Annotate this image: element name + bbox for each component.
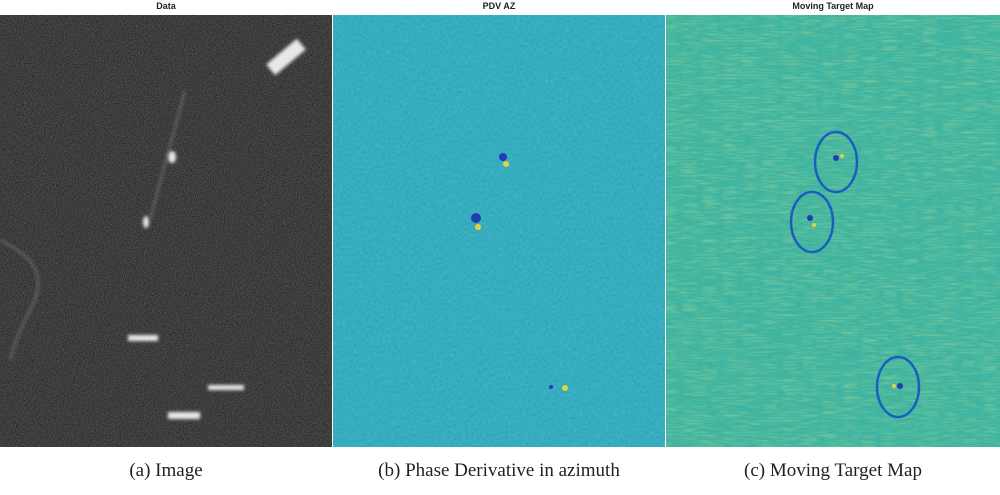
highlight-ellipse [875,355,921,419]
phase-targets [471,153,568,391]
panel-title: PDV AZ [483,1,516,11]
moving-targets [807,154,903,389]
ship [128,335,158,341]
target-yellow [840,154,844,158]
image-noise [333,15,665,447]
target-yellow [892,384,896,388]
panel-title: Data [156,1,177,11]
ship [143,216,149,228]
target-yellow [562,385,568,391]
caption: (a) Image [129,460,202,481]
target-blue [471,213,481,223]
panel-title: Moving Target Map [792,1,874,11]
caption: (b) Phase Derivative in azimuth [378,460,620,481]
ship [168,151,176,163]
highlight-ellipse [789,190,835,254]
highlight-ellipse [813,130,859,194]
target-yellow [475,224,481,230]
ship [266,38,306,76]
image-targets [128,38,306,419]
target-circles [789,130,921,419]
image-noise [0,15,332,447]
target-blue [807,215,813,221]
target-yellow [503,161,509,167]
ship [168,412,200,419]
wake [0,89,186,361]
ship [208,385,244,390]
target-yellow [812,223,816,227]
target-blue [549,385,553,389]
caption: (c) Moving Target Map [744,460,922,481]
target-blue [897,383,903,389]
target-blue [833,155,839,161]
target-blue [499,153,507,161]
